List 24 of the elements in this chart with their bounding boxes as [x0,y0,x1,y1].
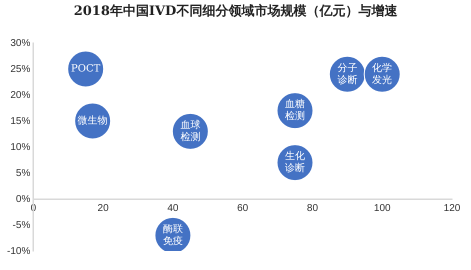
annotation: POCT [71,64,101,75]
y-tick-label: 5% [16,168,30,179]
annotation: 生化诊断 [285,150,306,174]
y-tick-label: -5% [12,220,30,231]
x-tick-label: 40 [167,202,179,214]
y-tick-label: 20% [10,90,30,101]
x-tick-label: 80 [306,202,318,214]
chart-title: 2018年中国IVD不同细分领域市场规模（亿元）与增速 [72,2,398,21]
y-tick-label: 30% [10,38,30,49]
y-tick-label: -10% [6,246,30,257]
annotation: 血糖检测 [285,98,306,122]
y-tick-label: 10% [10,142,30,153]
annotation: 酶联免疫 [162,222,183,247]
x-tick-label: 120 [444,202,461,214]
y-tick-label: 25% [10,64,30,75]
x-tick-label: 60 [237,202,249,214]
y-tick-label: 0% [16,194,30,205]
annotation: 化学发光 [372,62,392,86]
x-tick-label: 20 [98,202,110,214]
annotation: 微生物 [78,114,108,127]
x-tick-label: 100 [374,202,392,214]
y-tick-label: 15% [10,116,30,127]
annotation: 血球检测 [180,118,200,143]
annotation: 分子诊断 [337,62,358,86]
